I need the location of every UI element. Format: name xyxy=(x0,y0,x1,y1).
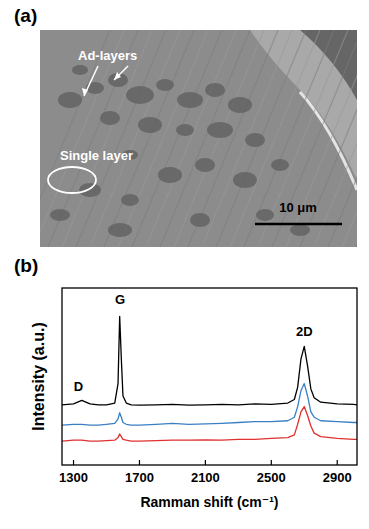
ad-layer-patch xyxy=(245,133,265,147)
ad-layer-patch xyxy=(195,158,215,172)
sem-streak xyxy=(244,30,334,247)
ad-layer-patch xyxy=(271,159,289,171)
plot-frame xyxy=(62,288,357,465)
spectrum-line xyxy=(62,407,357,442)
sem-streak xyxy=(62,30,152,247)
ad-layer-patch xyxy=(50,209,70,221)
figure: (a) Ad-layers Single layer 10 μm (b) 1300 1700… xyxy=(0,0,369,529)
x-axis-label: Ramman shift (cm⁻¹) xyxy=(140,494,278,510)
sem-streak xyxy=(328,30,357,247)
scale-bar xyxy=(255,223,342,226)
highlight-ellipse xyxy=(48,167,96,193)
ad-layer-patch xyxy=(228,97,252,113)
arrow-head xyxy=(114,72,121,80)
peak-label: G xyxy=(115,292,125,307)
panel-label: (b) xyxy=(14,255,38,276)
ad-layer-patch xyxy=(121,194,139,206)
sem-streak xyxy=(314,30,357,247)
ad-layer-patch xyxy=(190,213,210,227)
y-axis-label: Intensity (a.u.) xyxy=(30,322,47,430)
x-tick xyxy=(73,460,74,465)
ad-layer-patch xyxy=(290,224,310,236)
ad-layer-patch xyxy=(108,73,128,87)
sem-edge xyxy=(300,92,357,190)
sem-streak xyxy=(272,30,357,247)
x-tick xyxy=(205,460,206,465)
spectrum-line xyxy=(62,316,357,405)
arrow-head xyxy=(82,88,88,96)
scale-bar-label: 10 μm xyxy=(279,200,317,215)
ad-layer-patch xyxy=(138,117,162,133)
peak-label: D xyxy=(74,379,83,394)
arrow xyxy=(114,66,128,80)
series-group xyxy=(62,316,357,441)
sem-background xyxy=(40,30,357,247)
ad-layer-patch xyxy=(233,172,257,188)
ad-layer-patch xyxy=(72,65,88,75)
x-tick-label: 2500 xyxy=(257,470,286,485)
sem-streak xyxy=(76,30,166,247)
peak-label: 2D xyxy=(296,324,313,339)
sem-streak xyxy=(188,30,278,247)
ad-layer-patch xyxy=(207,122,233,138)
x-tick-label: 1300 xyxy=(59,470,88,485)
ad-layer-patch xyxy=(256,209,274,221)
ad-layer-patch xyxy=(79,183,101,197)
ad-layer-patch xyxy=(205,83,225,97)
sem-streak xyxy=(356,30,357,247)
panel-label: (a) xyxy=(14,5,37,26)
sem-streak xyxy=(146,30,236,247)
ad-layer-patch xyxy=(176,124,194,136)
ad-layer-patch xyxy=(86,82,104,94)
ad-layer-patch xyxy=(158,167,182,183)
ad-layer-patch xyxy=(58,92,82,108)
x-tick-label: 2900 xyxy=(323,470,352,485)
spectrum-line xyxy=(62,384,357,426)
sem-region xyxy=(300,30,357,100)
x-tick xyxy=(337,460,338,465)
x-tick xyxy=(271,460,272,465)
x-tick xyxy=(139,460,140,465)
ad-layer-patch xyxy=(100,111,120,125)
x-tick-label: 1700 xyxy=(125,470,154,485)
sem-streak xyxy=(174,30,264,247)
annotation: Ad-layers xyxy=(78,48,137,63)
ad-layer-patch xyxy=(156,79,174,91)
sem-streak xyxy=(230,30,320,247)
sem-image xyxy=(40,30,357,247)
ad-layer-patch xyxy=(126,86,154,104)
ad-layer-patch xyxy=(177,92,203,108)
sem-streak xyxy=(132,30,222,247)
sem-streak xyxy=(342,30,357,247)
ad-layer-patch xyxy=(108,223,132,237)
sem-streak xyxy=(160,30,250,247)
annotation: Single layer xyxy=(60,148,133,163)
x-tick-label: 2100 xyxy=(191,470,220,485)
sem-streak xyxy=(48,30,138,247)
